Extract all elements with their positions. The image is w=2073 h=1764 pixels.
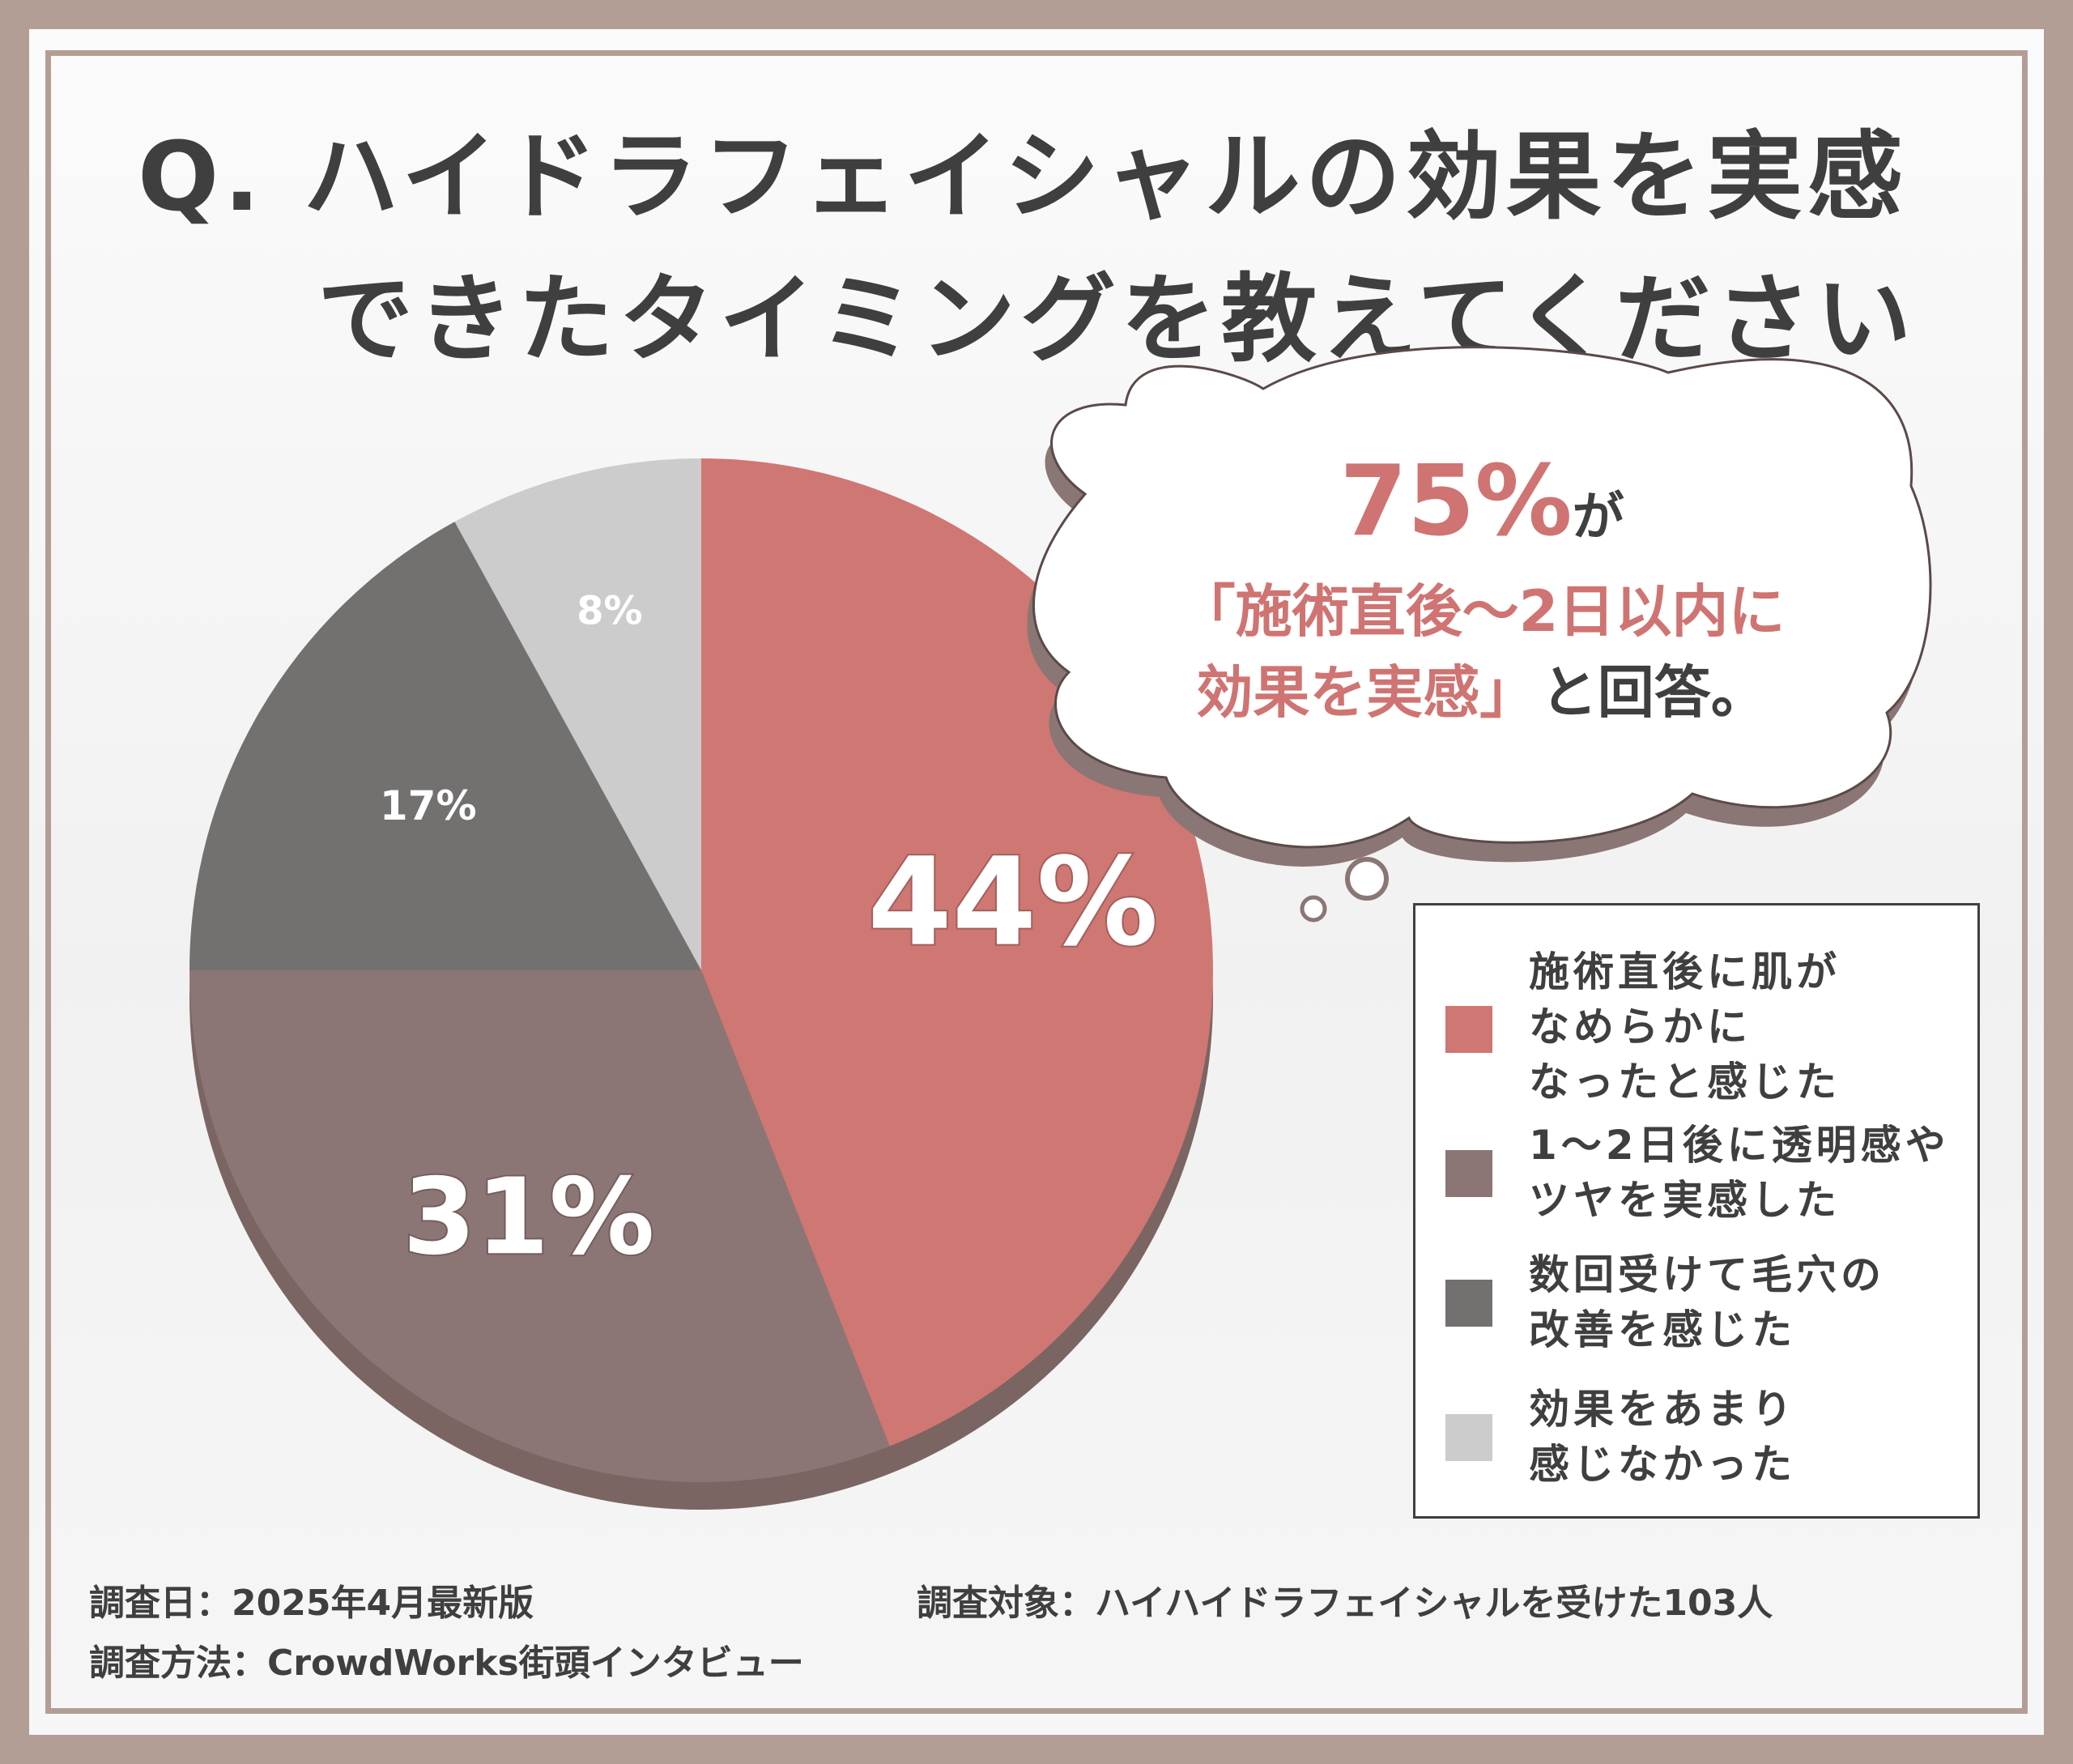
legend-swatch <box>1445 1414 1492 1461</box>
title-line-2: できたタイミングを教えてください <box>317 263 1917 375</box>
callout-line-3-dark: と回答。 <box>1540 659 1768 726</box>
callout-line-2: 「施術直後〜2日以内に <box>1178 578 1786 645</box>
title-line-1: Q. ハイドラフェイシャルの効果を実感 <box>138 121 1908 232</box>
bubble-body <box>1032 346 1932 849</box>
legend-swatch <box>1445 1150 1492 1197</box>
pie-slice-label: 8% <box>577 588 643 633</box>
bubble-dot-large <box>1345 857 1389 901</box>
legend-swatch <box>1445 1006 1492 1053</box>
callout-text: 75%が 「施術直後〜2日以内に 効果を実感」 と回答。 <box>1077 454 1887 748</box>
footer-date: 調査日：2025年4月最新版 <box>89 1583 534 1624</box>
legend: 施術直後に肌が なめらかに なったと感じた 1〜2日後に透明感や ツヤを実感した… <box>1413 903 1980 1519</box>
thought-bubble <box>1027 346 1932 922</box>
footer-target: 調査対象：ハイハイドラフェイシャルを受けた103人 <box>917 1583 1773 1624</box>
pie-slice <box>189 970 890 1482</box>
legend-label: 効果をあまり 感じなかった <box>1529 1386 1796 1488</box>
pie-slice-label: 31% <box>402 1155 654 1278</box>
pie-slice-label: 17% <box>380 782 477 829</box>
pie-slice-label: 44% <box>867 833 1158 974</box>
legend-label: 1〜2日後に透明感や ツヤを実感した <box>1529 1122 1950 1224</box>
legend-label: 数回受けて毛穴の 改善を感じた <box>1529 1251 1885 1353</box>
footer-method: 調査方法：CrowdWorks街頭インタビュー <box>89 1643 804 1684</box>
frame-border <box>45 50 2028 1714</box>
chart-title: Q. ハイドラフェイシャルの効果を実感 できたタイミングを教えてください <box>138 105 2000 390</box>
bubble-dot-small <box>1300 895 1327 922</box>
callout-ga: が <box>1572 488 1624 548</box>
pie-slice <box>454 458 701 970</box>
callout-line-3-red: 効果を実感」 <box>1196 659 1537 726</box>
pie-slice <box>189 522 701 970</box>
callout-percent: 75% <box>1339 445 1573 558</box>
legend-label: 施術直後に肌が なめらかに なったと感じた <box>1529 948 1841 1106</box>
legend-swatch <box>1445 1280 1492 1327</box>
